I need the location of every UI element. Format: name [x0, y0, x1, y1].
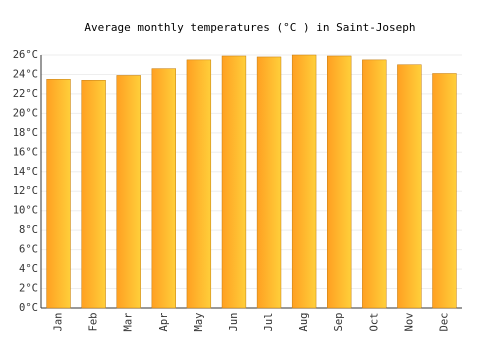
y-tick-label: 14°C — [13, 166, 38, 178]
y-tick-label: 6°C — [19, 244, 38, 256]
y-tick-label: 22°C — [13, 88, 38, 100]
x-tick-label: Oct — [368, 313, 380, 332]
bar — [256, 56, 282, 309]
y-tick-label: 20°C — [13, 107, 38, 119]
y-tick-label: 18°C — [13, 127, 38, 139]
bar — [46, 79, 71, 309]
bar — [432, 73, 457, 309]
bar — [151, 68, 176, 309]
chart-title: Average monthly temperatures (°C ) in Sa… — [84, 21, 415, 34]
bar — [291, 54, 317, 309]
bar — [362, 59, 387, 309]
y-tick-label: 24°C — [13, 68, 38, 80]
x-tick-label: Dec — [438, 313, 450, 332]
x-tick-label: Jan — [53, 313, 65, 332]
x-tick-label: Jul — [263, 313, 275, 332]
x-tick-label: Apr — [158, 313, 170, 332]
x-tick-label: May — [193, 313, 205, 332]
x-tick-label: Sep — [333, 313, 345, 332]
y-tick-label: 10°C — [13, 205, 38, 217]
x-tick-label: Nov — [403, 313, 415, 332]
x-tick-label: Mar — [123, 313, 135, 332]
y-tick-label: 4°C — [19, 263, 38, 275]
y-tick-label: 8°C — [19, 224, 38, 236]
bar — [116, 75, 141, 309]
y-tick-label: 0°C — [19, 302, 38, 314]
y-tick-label: 12°C — [13, 185, 38, 197]
x-tick-label: Jun — [228, 313, 240, 332]
bar — [221, 55, 247, 309]
y-tick-label: 2°C — [19, 283, 38, 295]
y-tick-label: 16°C — [13, 146, 38, 158]
y-tick-label: 26°C — [13, 49, 38, 61]
bar — [397, 64, 422, 309]
x-tick-label: Feb — [88, 313, 100, 332]
x-tick-label: Aug — [298, 313, 310, 332]
bar — [327, 55, 352, 309]
bar — [186, 59, 212, 309]
bar — [81, 80, 106, 309]
